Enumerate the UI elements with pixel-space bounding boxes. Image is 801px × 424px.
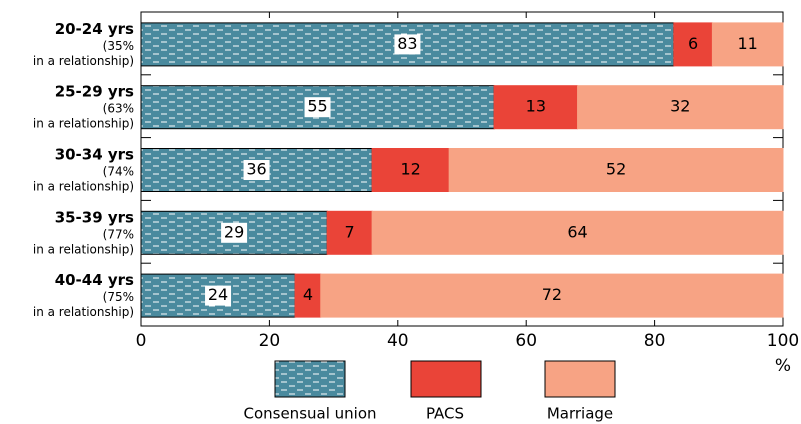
bar-segment xyxy=(493,85,579,130)
legend-swatch xyxy=(544,360,616,398)
category-note: in a relationship) xyxy=(33,180,134,194)
value-label: 55 xyxy=(307,97,327,116)
value-label: 24 xyxy=(208,285,228,304)
bar-segment xyxy=(448,148,784,192)
category-note: (35% xyxy=(103,39,134,53)
value-label-bg xyxy=(205,285,232,306)
value-label: 36 xyxy=(246,160,266,179)
value-label: 52 xyxy=(606,160,626,179)
x-tick-label: 40 xyxy=(387,331,409,351)
legend-label: Marriage xyxy=(547,405,613,423)
value-label: 13 xyxy=(526,97,546,116)
value-label: 6 xyxy=(688,34,698,53)
value-label: 32 xyxy=(670,97,690,116)
category-note: (63% xyxy=(103,102,134,116)
bar-segment xyxy=(320,273,784,318)
category-label: 35-39 yrs xyxy=(55,208,134,226)
legend-swatch xyxy=(410,360,482,398)
category-note: (74% xyxy=(103,165,134,179)
bar-segment xyxy=(577,85,784,130)
value-label: 29 xyxy=(224,222,244,241)
value-label: 64 xyxy=(567,222,587,241)
category-label: 20-24 yrs xyxy=(55,20,134,38)
x-tick-label: 80 xyxy=(644,331,666,351)
value-label: 72 xyxy=(542,285,562,304)
value-label: 11 xyxy=(738,34,758,53)
value-label-bg xyxy=(243,160,270,180)
value-label-bg xyxy=(221,222,248,243)
value-label: 83 xyxy=(397,34,417,53)
legend-label: Consensual union xyxy=(243,405,376,423)
category-note: in a relationship) xyxy=(33,242,134,256)
x-tick-label: 20 xyxy=(259,331,281,351)
category-note: in a relationship) xyxy=(33,305,134,319)
x-tick-label: 0 xyxy=(136,331,147,351)
legend-label: PACS xyxy=(426,405,464,423)
x-unit: % xyxy=(775,356,791,376)
category-label: 30-34 yrs xyxy=(55,146,134,164)
bar-segment xyxy=(294,273,322,318)
x-tick-label: 60 xyxy=(515,331,537,351)
value-label: 4 xyxy=(303,285,313,304)
category-note: in a relationship) xyxy=(33,54,134,68)
value-label: 12 xyxy=(400,160,420,179)
category-note: (75% xyxy=(103,290,134,304)
category-label: 25-29 yrs xyxy=(55,83,134,101)
bar-segment xyxy=(326,210,373,255)
category-note: in a relationship) xyxy=(33,117,134,131)
x-tick-label: 100 xyxy=(767,331,799,351)
category-note: (77% xyxy=(103,227,134,241)
value-label: 7 xyxy=(345,222,355,241)
value-label-bg xyxy=(394,34,421,55)
category-label: 40-44 yrs xyxy=(55,271,134,289)
bar-segment xyxy=(711,22,784,67)
legend-swatch xyxy=(274,360,346,398)
bar-segment xyxy=(371,210,784,255)
value-label-bg xyxy=(304,97,331,118)
bar-segment xyxy=(673,22,713,67)
